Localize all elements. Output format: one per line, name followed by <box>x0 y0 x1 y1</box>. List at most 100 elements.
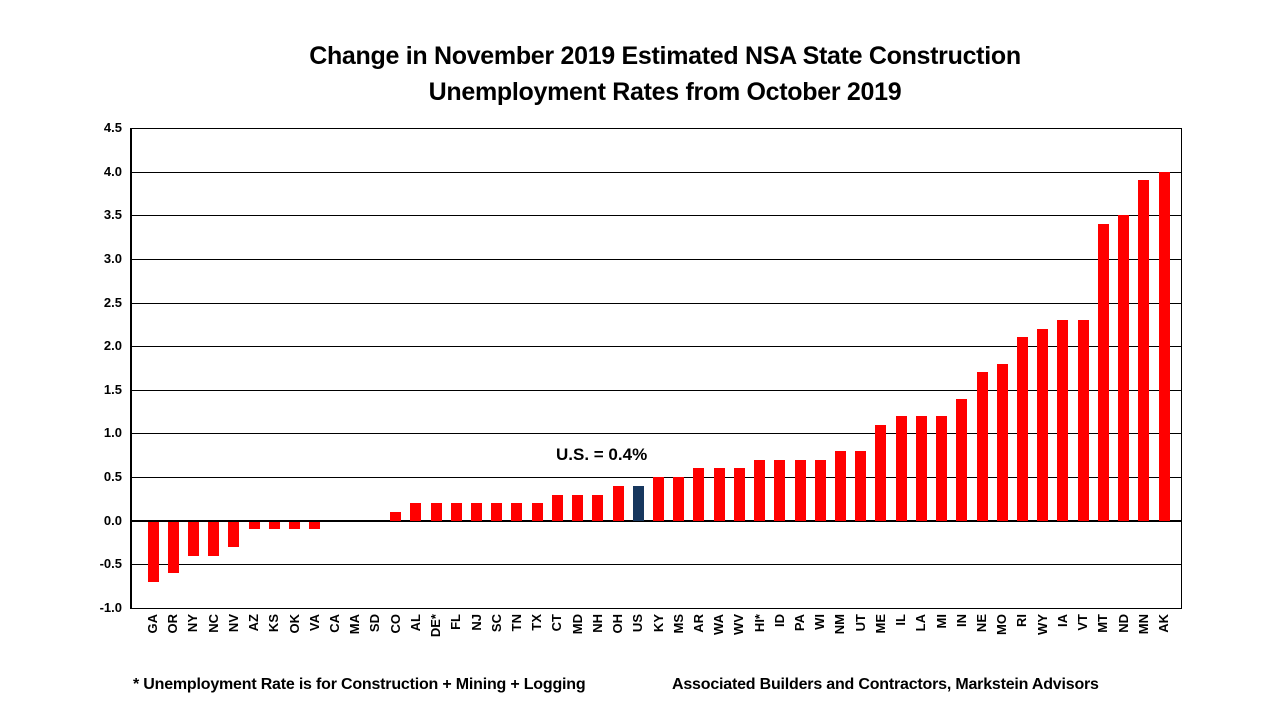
x-axis-label-nc: NC <box>206 614 221 633</box>
x-axis-label-la: LA <box>913 614 928 632</box>
x-axis-label-il: IL <box>893 614 908 626</box>
gridline <box>132 433 1181 434</box>
x-axis-label-sd: SD <box>367 614 382 633</box>
x-axis-label-ct: CT <box>549 614 564 632</box>
x-axis-label-md: MD <box>570 614 585 635</box>
bar-ri <box>1017 337 1028 521</box>
bar-tn <box>511 503 522 521</box>
bar-ct <box>552 495 563 521</box>
bar-oh <box>613 486 624 521</box>
bar-ut <box>855 451 866 521</box>
y-axis-label: 4.0 <box>103 164 122 179</box>
x-axis-label-nh: NH <box>590 614 605 633</box>
y-axis-label: 0.0 <box>103 513 122 528</box>
footnote-source: Associated Builders and Contractors, Mar… <box>672 676 1099 693</box>
y-axis-label: 3.5 <box>103 207 122 222</box>
x-axis-label-ut: UT <box>853 614 868 632</box>
y-axis-label: -0.5 <box>99 556 122 571</box>
y-axis-label: 2.0 <box>103 338 122 353</box>
gridline <box>132 346 1181 347</box>
x-axis-label-sc: SC <box>489 614 504 633</box>
chart-title: Change in November 2019 Estimated NSA St… <box>130 38 1200 110</box>
bar-de <box>431 503 442 521</box>
bar-nm <box>835 451 846 521</box>
gridline <box>132 259 1181 260</box>
x-axis-label-de: DE* <box>428 614 443 638</box>
x-axis-label-wy: WY <box>1035 614 1050 635</box>
x-axis-label-wv: WV <box>731 614 746 635</box>
x-axis-label-al: AL <box>408 614 423 632</box>
x-axis-label-mt: MT <box>1095 614 1110 633</box>
bar-tx <box>532 503 543 521</box>
x-axis-label-hi: HI* <box>752 614 767 633</box>
bar-me <box>875 425 886 521</box>
gridline <box>132 608 1181 609</box>
x-axis-label-ga: GA <box>145 614 160 634</box>
bar-id <box>774 460 785 521</box>
gridline <box>132 303 1181 304</box>
bar-ga <box>148 522 159 582</box>
bar-nj <box>471 503 482 521</box>
bar-ks <box>269 522 280 529</box>
x-axis-label-me: ME <box>873 614 888 634</box>
bar-wi <box>815 460 826 521</box>
x-axis-label-ma: MA <box>347 614 362 635</box>
bar-wv <box>734 468 745 521</box>
bar-hi <box>754 460 765 521</box>
x-axis-label-az: AZ <box>246 614 261 632</box>
bar-ne <box>977 372 988 521</box>
x-axis-label-mo: MO <box>994 614 1009 635</box>
zero-line <box>132 520 1181 522</box>
bar-mn <box>1138 180 1149 521</box>
bar-nd <box>1118 215 1129 521</box>
bar-va <box>309 522 320 529</box>
y-axis-label: 3.0 <box>103 251 122 266</box>
bar-wy <box>1037 329 1048 521</box>
y-axis-label: 0.5 <box>103 469 122 484</box>
x-axis-label-ny: NY <box>185 614 200 633</box>
footnote-unemployment-definition: * Unemployment Rate is for Construction … <box>133 676 586 693</box>
x-axis-label-tx: TX <box>529 614 544 631</box>
x-axis-label-ca: CA <box>327 614 342 633</box>
x-axis-label-fl: FL <box>448 614 463 630</box>
x-axis-label-ak: AK <box>1156 614 1171 633</box>
bar-nh <box>592 495 603 521</box>
x-axis-label-us: US <box>630 614 645 633</box>
plot-right-border <box>1181 128 1182 609</box>
x-axis-label-wa: WA <box>711 614 726 635</box>
bar-co <box>390 512 401 521</box>
bar-al <box>410 503 421 521</box>
bar-or <box>168 522 179 573</box>
x-axis-label-mi: MI <box>934 614 949 629</box>
bar-nc <box>208 522 219 556</box>
gridline <box>132 215 1181 216</box>
gridline <box>132 128 1181 129</box>
x-axis-label-ok: OK <box>287 614 302 634</box>
gridline <box>132 390 1181 391</box>
y-axis-label: -1.0 <box>99 600 122 615</box>
y-axis-label: 1.0 <box>103 425 122 440</box>
bar-la <box>916 416 927 521</box>
bar-ms <box>673 477 684 521</box>
bar-ar <box>693 468 704 521</box>
bar-il <box>896 416 907 521</box>
bar-fl <box>451 503 462 521</box>
bar-vt <box>1078 320 1089 521</box>
bar-md <box>572 495 583 521</box>
us-value-annotation: U.S. = 0.4% <box>556 445 648 464</box>
bar-pa <box>795 460 806 521</box>
x-axis-label-wi: WI <box>812 614 827 630</box>
x-axis-label-ky: KY <box>651 614 666 633</box>
x-axis-label-or: OR <box>165 614 180 634</box>
bar-us <box>633 486 644 521</box>
x-axis-label-ne: NE <box>974 614 989 633</box>
bar-ia <box>1057 320 1068 521</box>
bar-ak <box>1159 172 1170 521</box>
bar-in <box>956 399 967 521</box>
bar-mo <box>997 364 1008 521</box>
x-axis-label-ms: MS <box>671 614 686 634</box>
x-axis-label-pa: PA <box>792 614 807 632</box>
chart-title-line1: Change in November 2019 Estimated NSA St… <box>309 42 1021 70</box>
bar-mi <box>936 416 947 521</box>
y-axis-line <box>130 128 132 609</box>
